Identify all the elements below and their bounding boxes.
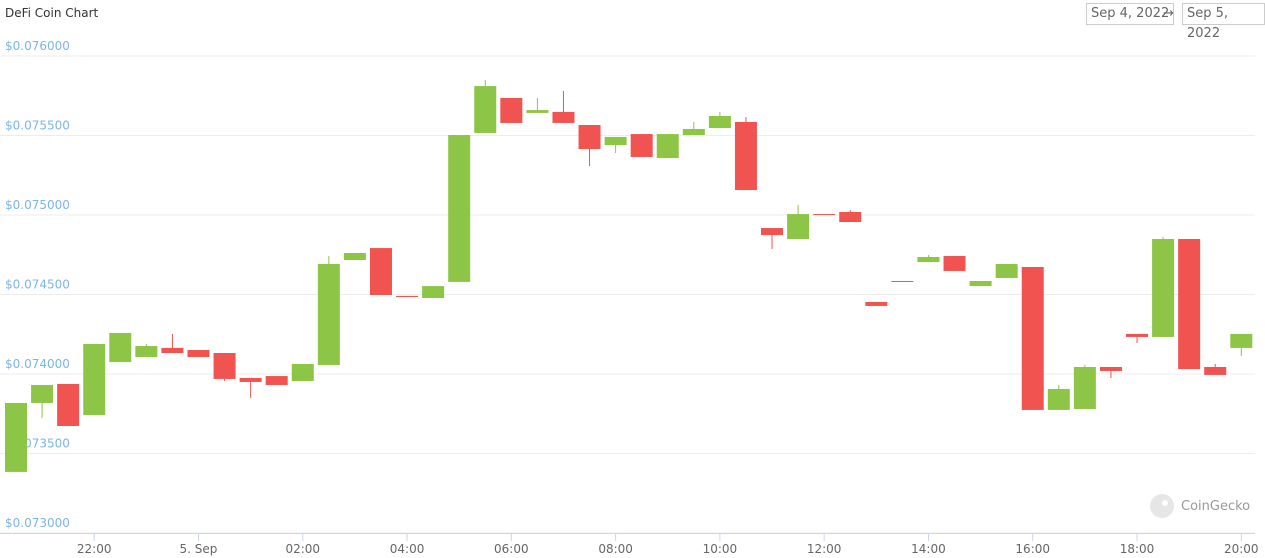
- candle-body: [31, 384, 54, 403]
- candle-body: [865, 301, 888, 306]
- candle-body: [1178, 239, 1201, 370]
- candle-body: [83, 343, 106, 416]
- x-tick-label: 20:00: [1224, 542, 1259, 556]
- y-tick-label: $0.075000: [5, 198, 70, 212]
- candle-body: [474, 86, 497, 133]
- candle-body: [969, 280, 992, 287]
- candle-layer: [5, 80, 1253, 472]
- x-tick-label: 18:00: [1120, 542, 1155, 556]
- candle-body: [317, 263, 340, 365]
- date-from[interactable]: Sep 4, 2022: [1086, 3, 1175, 25]
- candle-body: [1204, 367, 1227, 375]
- x-tick-label: 04:00: [390, 542, 425, 556]
- y-tick-label: $0.073000: [5, 516, 70, 530]
- candle-body: [708, 115, 731, 129]
- candle-body: [578, 125, 601, 150]
- candle-body: [943, 256, 966, 271]
- y-tick-label: $0.074000: [5, 357, 70, 371]
- candle-body: [917, 256, 940, 263]
- x-tick-label: 22:00: [77, 542, 112, 556]
- candle-body: [787, 214, 810, 240]
- candle-body: [500, 97, 523, 123]
- date-separator: →: [1163, 6, 1174, 21]
- candle-body: [265, 376, 288, 385]
- candle-body: [734, 121, 757, 191]
- candle-body: [291, 363, 314, 381]
- grid-layer: $0.073000$0.073500$0.074000$0.074500$0.0…: [0, 39, 1259, 556]
- candle-body: [109, 332, 132, 363]
- candle-body: [1021, 266, 1044, 410]
- candle-body: [682, 128, 705, 136]
- watermark-logo-eye: [1162, 500, 1168, 506]
- candle-body: [422, 286, 445, 298]
- candle-body: [1152, 239, 1175, 337]
- x-tick-label: 02:00: [285, 542, 320, 556]
- candle-body: [552, 111, 575, 123]
- candle-body: [526, 110, 549, 113]
- x-tick-label: 5. Sep: [180, 542, 218, 556]
- x-tick-label: 12:00: [807, 542, 842, 556]
- candle-body: [57, 384, 80, 426]
- candle-body: [213, 353, 236, 379]
- watermark-logo: [1150, 494, 1174, 518]
- y-tick-label: $0.074500: [5, 278, 70, 292]
- candle-body: [839, 211, 862, 222]
- y-tick-label: $0.075500: [5, 119, 70, 133]
- candle-body: [369, 248, 392, 295]
- watermark: CoinGecko: [1150, 494, 1250, 518]
- candle-body: [656, 134, 679, 159]
- candle-body: [891, 280, 914, 282]
- candle-body: [1126, 333, 1149, 337]
- candle-body: [396, 295, 419, 298]
- candle-body: [604, 136, 627, 146]
- candle-body: [5, 402, 27, 472]
- x-tick-label: 16:00: [1015, 542, 1050, 556]
- date-to[interactable]: Sep 5, 2022: [1182, 3, 1265, 41]
- candle-body: [239, 377, 262, 382]
- x-tick-label: 14:00: [911, 542, 946, 556]
- candle-body: [1230, 333, 1253, 348]
- candle-body: [343, 253, 366, 260]
- candle-body: [995, 263, 1018, 278]
- candle-body: [1047, 388, 1070, 410]
- candle-body: [630, 134, 653, 157]
- candle-body: [135, 346, 158, 357]
- x-tick-label: 08:00: [598, 542, 633, 556]
- watermark-text: CoinGecko: [1181, 499, 1250, 514]
- candle-body: [1073, 367, 1096, 409]
- x-tick-label: 06:00: [494, 542, 529, 556]
- candle-body: [761, 228, 784, 236]
- candle-body: [187, 349, 210, 357]
- chart-title: DeFi Coin Chart: [5, 6, 99, 20]
- candle-body: [161, 347, 184, 354]
- candle-body: [1099, 367, 1122, 371]
- candle-body: [448, 135, 471, 282]
- x-tick-label: 10:00: [703, 542, 738, 556]
- candle-body: [813, 214, 836, 216]
- y-tick-label: $0.076000: [5, 39, 70, 53]
